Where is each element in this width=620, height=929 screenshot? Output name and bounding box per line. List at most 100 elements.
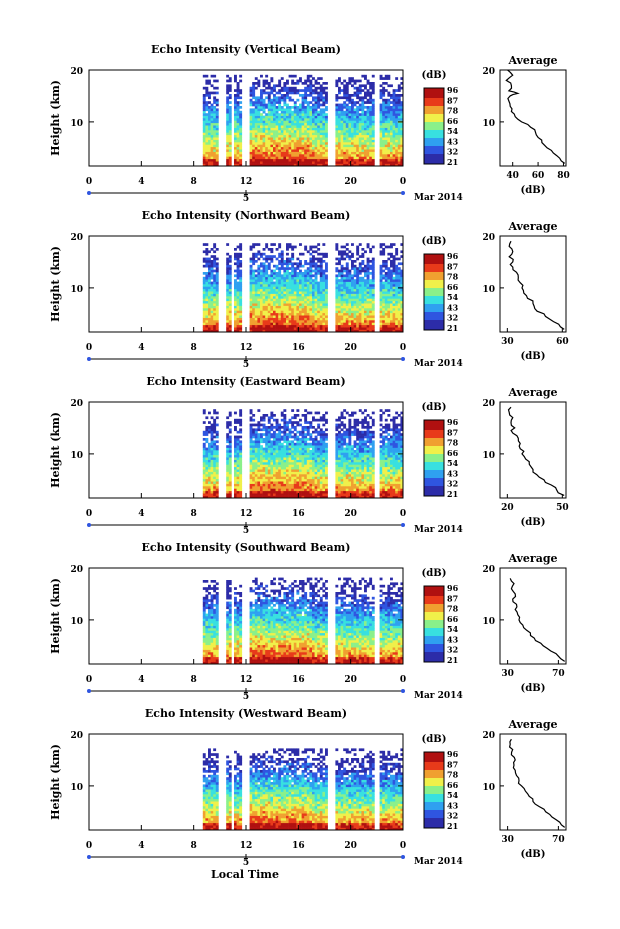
heatmap-cell xyxy=(319,163,323,167)
heatmap-cell xyxy=(382,151,386,155)
heatmap-cell xyxy=(348,281,352,285)
heatmap-cell xyxy=(215,149,219,152)
heatmap-cell xyxy=(306,284,310,287)
heatmap-cell xyxy=(252,115,256,119)
heatmap-cell xyxy=(236,478,240,482)
heatmap-cell xyxy=(340,291,344,294)
heatmap-cell xyxy=(202,94,206,97)
heatmap-cell xyxy=(236,108,240,112)
heatmap-cell xyxy=(265,139,269,143)
heatmap-cell xyxy=(351,137,354,140)
heatmap-cell xyxy=(202,110,206,114)
heatmap-cell xyxy=(309,137,313,140)
heatmap-cell xyxy=(215,310,219,314)
heatmap-cell xyxy=(369,320,373,323)
heatmap-cell xyxy=(384,264,388,268)
heatmap-cell xyxy=(278,445,282,448)
heatmap-cell xyxy=(364,310,367,314)
heatmap-cell xyxy=(288,303,292,306)
heatmap-cell xyxy=(215,474,219,477)
heatmap-cell xyxy=(270,89,274,92)
heatmap-cell xyxy=(239,96,243,100)
colorbar-step xyxy=(424,110,444,113)
heatmap-cell xyxy=(345,272,349,275)
heatmap-cell xyxy=(356,250,360,254)
heatmap-cell xyxy=(325,134,328,138)
heatmap-cell xyxy=(270,106,274,109)
heatmap-cell xyxy=(226,134,230,138)
heatmap-cell xyxy=(397,317,401,321)
heatmap-cell xyxy=(278,137,282,140)
heatmap-cell xyxy=(270,481,274,484)
heatmap-cell xyxy=(345,106,349,109)
heatmap-cell xyxy=(304,276,308,280)
heatmap-cell xyxy=(314,327,318,330)
heatmap-cell xyxy=(273,462,276,465)
heatmap-cell xyxy=(208,144,211,148)
heatmap-cell xyxy=(366,293,370,297)
heatmap-cell xyxy=(252,445,256,448)
heatmap-cell xyxy=(270,86,274,90)
heatmap-cell xyxy=(335,82,339,85)
heatmap-cell xyxy=(257,163,261,167)
heatmap-cell xyxy=(205,288,209,292)
heatmap-cell xyxy=(265,120,269,124)
heatmap-cell xyxy=(275,423,279,427)
heatmap-cell xyxy=(239,293,243,297)
heatmap-cell xyxy=(338,103,341,107)
heatmap-cell xyxy=(384,245,388,249)
heatmap-cell xyxy=(392,312,396,316)
heatmap-cell xyxy=(249,284,253,287)
heatmap-cell xyxy=(265,478,269,482)
heatmap-cell xyxy=(252,255,256,258)
heatmap-cell xyxy=(205,94,209,97)
heatmap-cell xyxy=(260,464,263,468)
heatmap-cell xyxy=(210,288,214,292)
heatmap-cell xyxy=(293,122,297,126)
heatmap-cell xyxy=(273,264,276,268)
heatmap-cell xyxy=(335,327,339,330)
heatmap-cell xyxy=(395,149,399,152)
heatmap-cell xyxy=(338,317,341,321)
heatmap-cell xyxy=(361,315,365,318)
heatmap-cell xyxy=(379,315,383,318)
heatmap-cell xyxy=(397,156,401,160)
heatmap-cell xyxy=(364,281,367,285)
heatmap-cell xyxy=(314,284,318,287)
heatmap-cell xyxy=(340,310,344,314)
heatmap-cell xyxy=(228,423,232,427)
heatmap-cell xyxy=(345,158,349,162)
heatmap-cell xyxy=(382,101,386,104)
heatmap-cell xyxy=(395,94,399,97)
heatmap-cell xyxy=(304,130,308,133)
heatmap-cell xyxy=(213,445,217,448)
heatmap-cell xyxy=(338,286,341,290)
heatmap-cell xyxy=(273,481,276,484)
heatmap-cell xyxy=(239,303,243,306)
heatmap-cell xyxy=(267,82,271,85)
heatmap-cell xyxy=(208,142,211,145)
heatmap-cell xyxy=(351,286,354,290)
heatmap-cell xyxy=(312,250,315,254)
heatmap-cell xyxy=(325,96,328,100)
heatmap-cell xyxy=(252,442,256,446)
heatmap-cell xyxy=(270,416,274,420)
heatmap-cell xyxy=(325,317,328,321)
heatmap-cell xyxy=(252,260,256,263)
heatmap-cell xyxy=(348,139,352,143)
heatmap-cell xyxy=(226,312,230,316)
heatmap-cell xyxy=(205,322,209,326)
heatmap-cell xyxy=(205,103,209,107)
heatmap-cell xyxy=(356,154,360,157)
heatmap-cell xyxy=(210,125,214,128)
heatmap-cell xyxy=(213,409,217,412)
heatmap-cell xyxy=(400,288,404,292)
heatmap-cell xyxy=(345,308,349,311)
heatmap-cell xyxy=(309,139,313,143)
heatmap-cell xyxy=(322,89,326,92)
heatmap-cell xyxy=(249,86,253,90)
heatmap-cell xyxy=(270,293,274,297)
heatmap-cell xyxy=(234,421,237,424)
heatmap-cell xyxy=(340,154,344,157)
heatmap-cell xyxy=(390,110,393,114)
